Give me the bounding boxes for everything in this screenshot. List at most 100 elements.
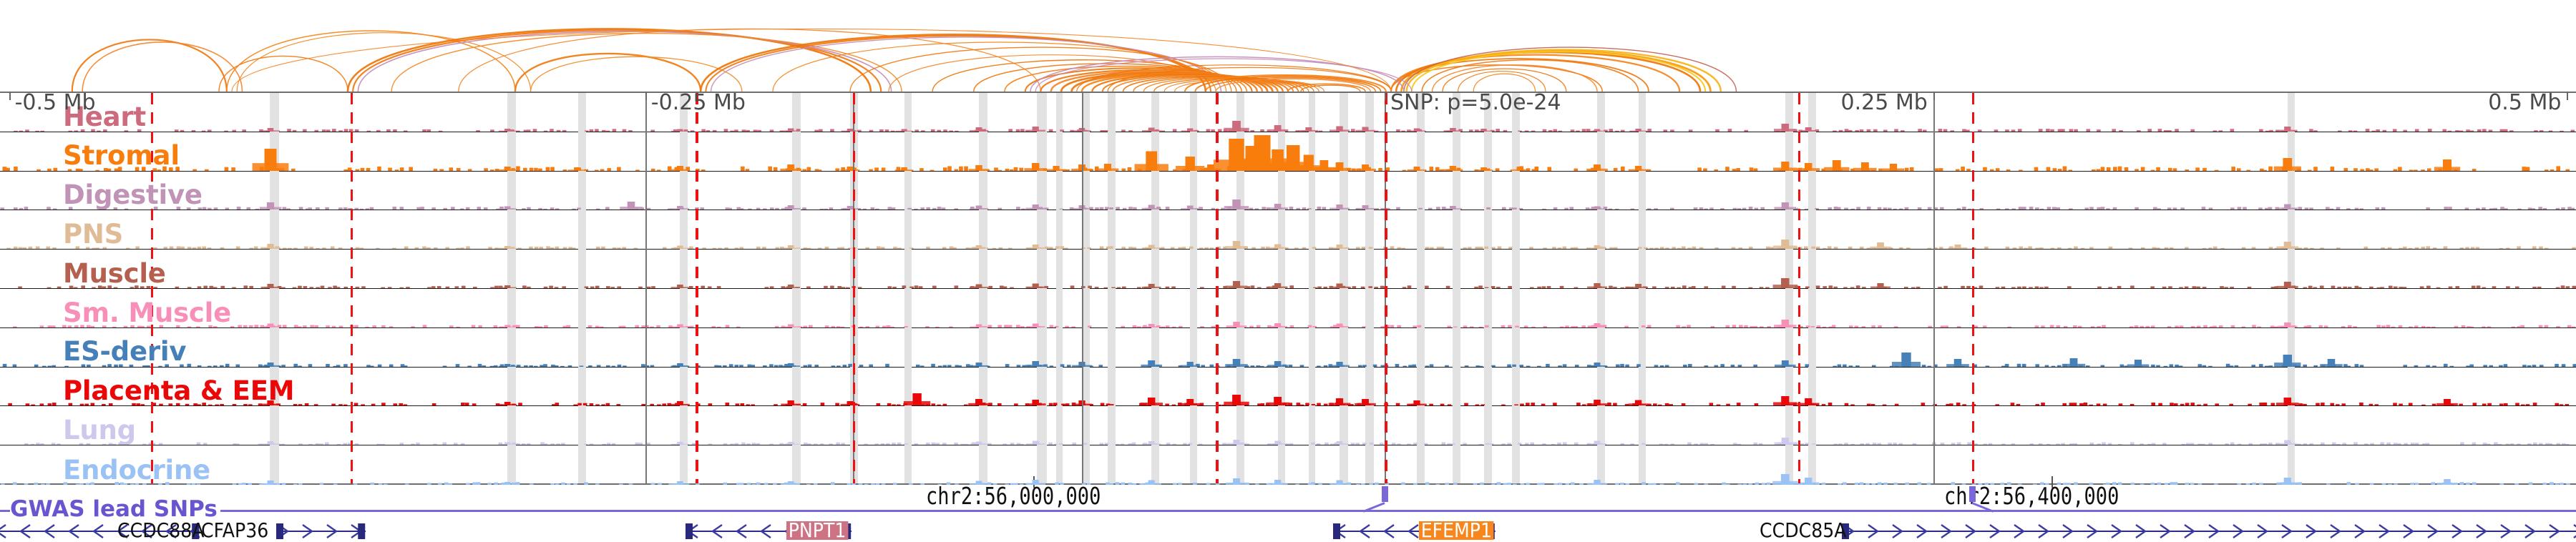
signal-bin (1541, 483, 1545, 485)
signal-bin (2313, 130, 2318, 132)
signal-bin (151, 443, 156, 445)
signal-bin (1971, 247, 1976, 250)
signal-track-digestive[interactable]: Digestive (0, 172, 2576, 211)
signal-bin (258, 443, 263, 445)
signal-peak-shoulder (1330, 247, 1350, 250)
signal-bin (2057, 482, 2062, 485)
signal-bin (2487, 403, 2492, 406)
signal-peak-shoulder (2276, 403, 2299, 406)
signal-bin (2153, 207, 2157, 210)
signal-bin (763, 483, 769, 485)
signal-bin (354, 325, 358, 327)
signal-bin (353, 403, 358, 406)
signal-bin (74, 325, 79, 327)
signal-bin (2202, 287, 2207, 288)
signal-track-placenta-eem[interactable]: Placenta & EEM (0, 368, 2576, 407)
gene-label[interactable]: PNPT1 (786, 521, 849, 541)
signal-bin (1898, 208, 1903, 210)
signal-track-heart[interactable]: Heart (0, 93, 2576, 132)
signal-peak-shoulder (1024, 167, 1047, 171)
signal-bin (366, 130, 371, 132)
signal-bin (696, 483, 700, 485)
signal-bin (1927, 207, 1932, 210)
loop-arc (1473, 73, 1536, 92)
strand-chevron (326, 524, 338, 538)
signal-bin (667, 208, 672, 210)
signal-track-pns[interactable]: PNS (0, 210, 2576, 250)
signal-bin (2162, 286, 2167, 288)
signal-bin (931, 442, 936, 445)
signal-track-stromal[interactable]: Stromal (0, 132, 2576, 172)
signal-bin (1109, 246, 1113, 250)
signal-peak-shoulder (1224, 402, 1249, 406)
gene-model[interactable] (1842, 522, 2576, 541)
signal-bin (1542, 209, 1546, 210)
gene-model[interactable] (0, 522, 200, 541)
signal-bin (213, 287, 218, 288)
signal-bin (2090, 325, 2095, 327)
signal-track-es-deriv[interactable]: ES-deriv (0, 328, 2576, 368)
signal-bin (1725, 166, 1729, 171)
signal-bin (1797, 247, 1802, 250)
gene-label[interactable]: CCDC85A (1759, 518, 1847, 542)
signal-bin (1016, 325, 1020, 327)
loop-arc (705, 35, 1211, 92)
signal-peak (787, 245, 794, 250)
loop-arc (1403, 46, 1737, 92)
signal-bin (2203, 404, 2207, 406)
signal-bin (291, 168, 296, 171)
signal-bin (543, 443, 548, 445)
signal-peak-shoulder (895, 130, 913, 132)
signal-bin (1933, 404, 1937, 406)
signal-bin (1883, 482, 1888, 485)
signal-bin (869, 364, 873, 367)
signal-bin (6, 167, 10, 171)
gene-model[interactable] (275, 522, 366, 541)
signal-bin (224, 130, 228, 132)
signal-bin (1761, 483, 1766, 485)
signal-bin (2556, 443, 2561, 445)
signal-bin (2106, 167, 2111, 171)
signal-peak-shoulder (1870, 247, 1891, 250)
signal-bin (1883, 207, 1888, 210)
signal-bin (2011, 129, 2016, 132)
loop-arc (1390, 58, 1649, 92)
gene-label[interactable]: CCDC88A (117, 518, 205, 542)
signal-bin (2035, 363, 2039, 367)
signal-track-endocrine[interactable]: Endocrine (0, 445, 2576, 485)
signal-bin (208, 325, 213, 327)
signal-bin (813, 483, 818, 485)
signal-bin (1854, 325, 1859, 327)
gene-label[interactable]: EFEMP1 (1418, 521, 1494, 541)
signal-bin (1019, 483, 1024, 485)
signal-track-sm-muscle[interactable]: Sm. Muscle (0, 289, 2576, 328)
signal-bin (1720, 363, 1725, 367)
signal-bin (2134, 325, 2139, 327)
signal-bin (1245, 483, 1249, 485)
signal-bin (63, 482, 68, 485)
signal-bin (577, 207, 581, 210)
signal-bin (433, 168, 438, 171)
signal-bin (887, 286, 892, 288)
signal-bin (1938, 167, 1943, 171)
gwas-lead-snp-marker[interactable] (1968, 486, 1976, 502)
signal-bin (1805, 325, 1810, 327)
signal-bin (1109, 207, 1113, 210)
signal-bin (1531, 403, 1536, 406)
signal-peak-shoulder (1946, 363, 1969, 367)
signal-bin (2482, 207, 2486, 210)
signal-track-lung[interactable]: Lung (0, 406, 2576, 446)
signal-bin (2150, 483, 2155, 485)
signal-bin (847, 247, 852, 250)
gwas-lead-snp-marker[interactable] (1382, 486, 1388, 502)
signal-bin (555, 246, 560, 250)
gene-label[interactable]: CFAP36 (200, 518, 269, 542)
signal-peak (1031, 162, 1040, 171)
signal-track-muscle[interactable]: Muscle (0, 250, 2576, 289)
signal-bin (960, 443, 965, 445)
signal-bin (1725, 325, 1730, 327)
signal-bin (34, 364, 39, 367)
signal-bin (158, 483, 162, 485)
signal-bin (550, 207, 555, 210)
loop-arc-svg (71, 28, 1737, 92)
